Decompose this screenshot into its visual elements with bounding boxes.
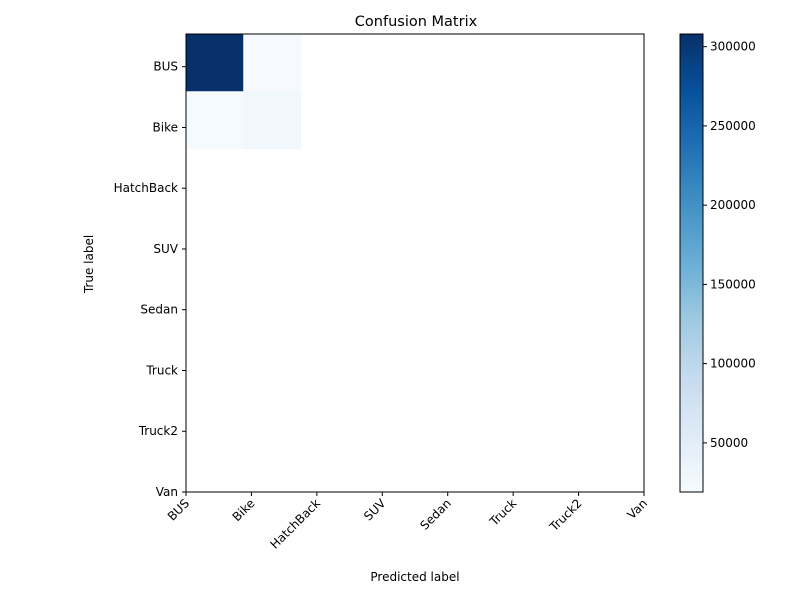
x-tick-label: BUS [165, 496, 192, 523]
x-tick-label: HatchBack [268, 496, 323, 551]
y-tick-label: Sedan [140, 303, 178, 317]
heatmap-cell [243, 34, 301, 92]
x-tick-label: Bike [230, 496, 258, 524]
y-tick-label: SUV [153, 242, 178, 256]
y-tick-label: HatchBack [114, 181, 178, 195]
heatmap-cell [186, 91, 244, 149]
y-tick-label: Truck2 [138, 424, 178, 438]
colorbar-tick-label: 50000 [710, 436, 748, 450]
y-tick-label: BUS [153, 60, 178, 74]
y-tick-label: Van [156, 485, 178, 499]
chart-title: Confusion Matrix [355, 14, 478, 30]
x-tick-label: SUV [361, 496, 389, 524]
colorbar-tick-label: 200000 [710, 198, 756, 212]
colorbar [679, 33, 704, 493]
heatmap-cell [243, 91, 301, 149]
x-tick-label: Van [624, 496, 650, 522]
x-tick-label: Truck2 [546, 496, 584, 534]
colorbar-ticks: 50000 100000 150000 200000 250000 300000 [703, 40, 756, 450]
y-axis-label: True label [82, 235, 96, 294]
x-axis-ticks: BUS Bike HatchBack SUV Sedan Truck Truck2 Van [165, 492, 650, 552]
colorbar-tick-label: 300000 [710, 40, 756, 54]
y-axis-ticks: BUS Bike HatchBack SUV Sedan Truck Truck2 Van [114, 60, 186, 499]
plot-frame [185, 33, 645, 493]
heatmap-cells [186, 34, 301, 149]
x-tick-label: Truck [486, 496, 519, 529]
heatmap-cell [186, 34, 244, 92]
x-tick-label: Sedan [417, 496, 453, 532]
colorbar-tick-label: 150000 [710, 277, 756, 291]
colorbar-tick-label: 250000 [710, 119, 756, 133]
colorbar-tick-label: 100000 [710, 357, 756, 371]
y-tick-label: Truck [145, 363, 178, 377]
x-axis-label: Predicted label [370, 570, 459, 584]
y-tick-label: Bike [153, 120, 178, 134]
